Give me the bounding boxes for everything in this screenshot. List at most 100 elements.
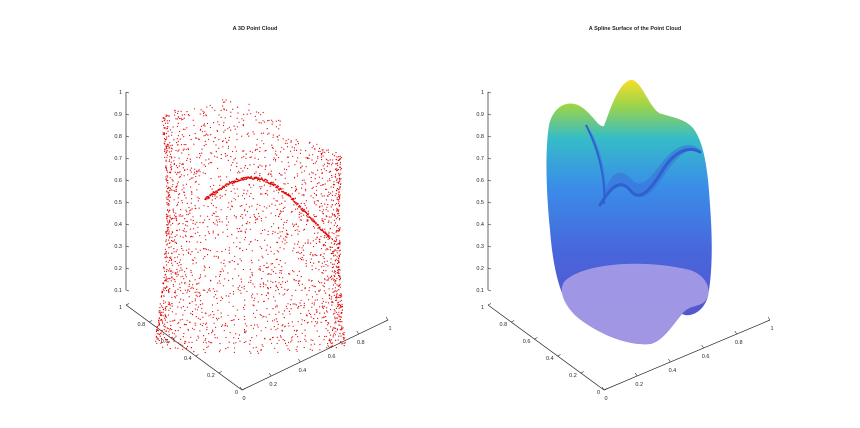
- cloud-point: [323, 253, 325, 255]
- y-tick-label: 1: [119, 305, 122, 311]
- cloud-point: [259, 193, 262, 195]
- x-tick-label: 0: [242, 396, 245, 402]
- cloud-point: [275, 272, 277, 274]
- cloud-point: [170, 273, 172, 275]
- cloud-point: [330, 222, 332, 224]
- cloud-point: [215, 144, 217, 146]
- cloud-point: [236, 237, 238, 239]
- cloud-point: [190, 253, 192, 255]
- cloud-point: [164, 338, 167, 340]
- cloud-point: [279, 210, 281, 212]
- cloud-point: [163, 277, 165, 279]
- cloud-point: [201, 148, 203, 150]
- cloud-point: [182, 167, 184, 169]
- cloud-point: [332, 336, 334, 338]
- cloud-point: [312, 163, 315, 165]
- surface-bottom-cap: [561, 263, 709, 345]
- cloud-point: [191, 193, 193, 195]
- cloud-point: [303, 346, 305, 349]
- cloud-point: [182, 229, 184, 232]
- cloud-point: [170, 324, 172, 327]
- cloud-point: [276, 250, 278, 252]
- cloud-point: [206, 291, 208, 293]
- cloud-point: [194, 298, 196, 300]
- cloud-point: [326, 159, 328, 161]
- cloud-point: [243, 189, 245, 191]
- cloud-point: [233, 125, 235, 127]
- cloud-point: [229, 292, 231, 295]
- cloud-point: [328, 235, 330, 237]
- cloud-point: [195, 294, 197, 296]
- cloud-point: [282, 277, 284, 279]
- cloud-point: [262, 132, 264, 134]
- cloud-point: [270, 173, 272, 175]
- cloud-point: [330, 242, 333, 244]
- cloud-point: [199, 318, 201, 320]
- cloud-point: [246, 193, 248, 195]
- z-tick-mark: [487, 91, 492, 94]
- cloud-point: [338, 314, 340, 316]
- cloud-point: [209, 342, 211, 344]
- cloud-point: [284, 172, 286, 174]
- cloud-point: [182, 128, 184, 130]
- cloud-point: [176, 167, 179, 169]
- cloud-point: [270, 328, 272, 330]
- cloud-point: [265, 249, 267, 251]
- cloud-point: [191, 341, 193, 343]
- cloud-point: [199, 304, 202, 306]
- cloud-point: [321, 302, 323, 304]
- cloud-point: [313, 304, 315, 306]
- cloud-point: [174, 257, 176, 259]
- cloud-point: [263, 300, 265, 303]
- cloud-point: [231, 200, 233, 202]
- cloud-point: [261, 220, 263, 222]
- cloud-point: [179, 235, 182, 237]
- cloud-point: [300, 149, 302, 151]
- cloud-point: [174, 261, 176, 263]
- cloud-point: [199, 300, 202, 302]
- cloud-point: [166, 115, 168, 117]
- cloud-point: [224, 265, 226, 267]
- cloud-point: [314, 313, 316, 315]
- cloud-point: [250, 279, 252, 282]
- cloud-point: [333, 327, 335, 329]
- cloud-point: [257, 326, 259, 328]
- cloud-point: [179, 193, 181, 195]
- x-tick-label: 0.8: [735, 340, 743, 346]
- cloud-point: [160, 311, 162, 314]
- cloud-point: [210, 178, 212, 180]
- cloud-point: [195, 181, 197, 183]
- cloud-point: [166, 344, 169, 346]
- cloud-point: [163, 268, 165, 270]
- cloud-point: [211, 214, 213, 216]
- cloud-point: [325, 208, 327, 211]
- cloud-point: [159, 303, 161, 305]
- cloud-point: [328, 216, 330, 218]
- cloud-point: [332, 291, 334, 293]
- cloud-point: [254, 157, 256, 159]
- cloud-point: [322, 285, 324, 287]
- cloud-point: [161, 305, 163, 307]
- cloud-point: [287, 138, 289, 140]
- cloud-point: [340, 299, 343, 301]
- cloud-point: [166, 203, 168, 205]
- cloud-point: [224, 194, 226, 196]
- cloud-point: [220, 312, 222, 314]
- cloud-point: [336, 262, 339, 265]
- y-tick-mark: [149, 320, 153, 323]
- z-tick-label: 0.8: [114, 134, 122, 140]
- z-tick-mark: [487, 201, 492, 204]
- cloud-point: [207, 205, 209, 208]
- x-tick-mark: [356, 330, 360, 335]
- cloud-point: [279, 335, 282, 337]
- cloud-point: [233, 215, 235, 217]
- cloud-point: [324, 245, 326, 247]
- cloud-point: [182, 348, 184, 350]
- cloud-point: [324, 231, 326, 233]
- cloud-point: [177, 306, 179, 308]
- cloud-point: [265, 149, 267, 152]
- cloud-point: [233, 351, 235, 353]
- cloud-point: [337, 209, 339, 211]
- cloud-point: [333, 263, 335, 265]
- cloud-point: [324, 203, 326, 205]
